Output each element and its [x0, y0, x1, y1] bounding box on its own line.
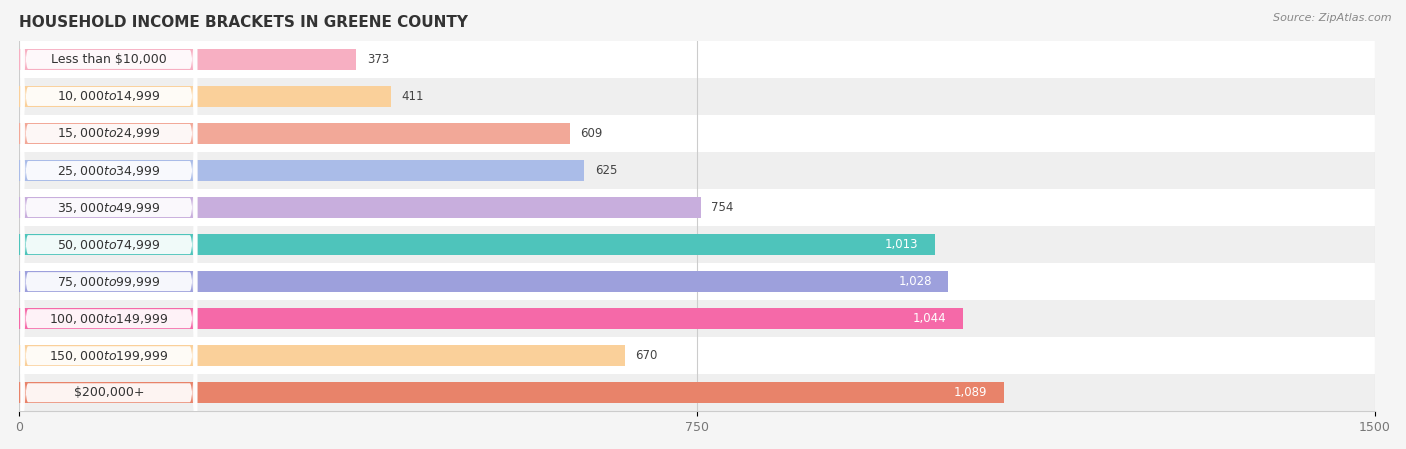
Bar: [20, 300, 1375, 337]
Text: $15,000 to $24,999: $15,000 to $24,999: [58, 127, 160, 141]
Text: 625: 625: [595, 164, 617, 177]
Text: HOUSEHOLD INCOME BRACKETS IN GREENE COUNTY: HOUSEHOLD INCOME BRACKETS IN GREENE COUN…: [20, 15, 468, 30]
Bar: [20, 271, 949, 292]
Bar: [20, 160, 583, 181]
Bar: [20, 197, 700, 218]
Text: 411: 411: [401, 90, 425, 103]
Text: $10,000 to $14,999: $10,000 to $14,999: [58, 89, 160, 103]
Bar: [20, 48, 356, 70]
Bar: [20, 152, 1375, 189]
Bar: [20, 226, 1375, 263]
FancyBboxPatch shape: [21, 0, 197, 346]
Text: $50,000 to $74,999: $50,000 to $74,999: [58, 238, 160, 251]
Bar: [20, 86, 391, 107]
FancyBboxPatch shape: [21, 0, 197, 449]
Bar: [20, 234, 935, 255]
Text: Source: ZipAtlas.com: Source: ZipAtlas.com: [1274, 13, 1392, 23]
Bar: [20, 308, 963, 330]
Text: $200,000+: $200,000+: [73, 386, 145, 399]
Bar: [20, 263, 1375, 300]
Text: $100,000 to $149,999: $100,000 to $149,999: [49, 312, 169, 326]
Text: $25,000 to $34,999: $25,000 to $34,999: [58, 163, 160, 177]
Bar: [20, 189, 1375, 226]
Text: 609: 609: [581, 127, 603, 140]
FancyBboxPatch shape: [21, 106, 197, 449]
Bar: [20, 345, 624, 366]
FancyBboxPatch shape: [21, 32, 197, 449]
Bar: [20, 374, 1375, 411]
FancyBboxPatch shape: [21, 0, 197, 449]
Text: $35,000 to $49,999: $35,000 to $49,999: [58, 201, 160, 215]
Bar: [20, 382, 1004, 404]
FancyBboxPatch shape: [21, 0, 197, 420]
Text: 670: 670: [636, 349, 658, 362]
Text: 1,089: 1,089: [953, 386, 987, 399]
Text: 1,028: 1,028: [898, 275, 932, 288]
Bar: [20, 115, 1375, 152]
FancyBboxPatch shape: [21, 0, 197, 449]
Text: $75,000 to $99,999: $75,000 to $99,999: [58, 275, 160, 289]
Text: 1,013: 1,013: [884, 238, 918, 251]
FancyBboxPatch shape: [21, 69, 197, 449]
FancyBboxPatch shape: [21, 0, 197, 449]
Text: 754: 754: [711, 201, 734, 214]
Text: 1,044: 1,044: [912, 312, 946, 325]
Bar: [20, 337, 1375, 374]
Bar: [20, 41, 1375, 78]
Text: $150,000 to $199,999: $150,000 to $199,999: [49, 349, 169, 363]
Text: Less than $10,000: Less than $10,000: [51, 53, 167, 66]
Text: 373: 373: [367, 53, 389, 66]
Bar: [20, 123, 569, 144]
Bar: [20, 78, 1375, 115]
FancyBboxPatch shape: [21, 0, 197, 383]
